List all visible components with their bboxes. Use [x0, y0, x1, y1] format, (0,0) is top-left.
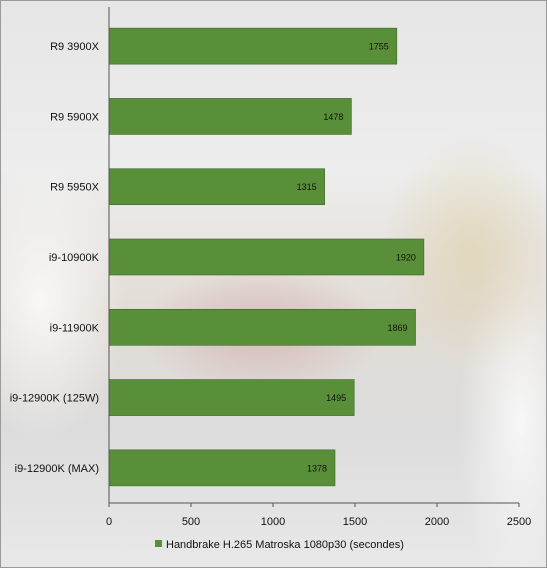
category-label: i9-10900K [49, 252, 100, 264]
x-tick-label: 0 [106, 516, 112, 528]
x-tick-label: 2500 [507, 516, 531, 528]
value-label: 1478 [323, 112, 343, 122]
bar-i9-12900k-125w- [108, 379, 355, 416]
bar-r9-3900x [108, 27, 398, 65]
value-label: 1378 [307, 463, 327, 473]
legend-label: Handbrake H.265 Matroska 1080p30 (second… [166, 539, 404, 551]
x-tick-label: 1000 [261, 516, 285, 528]
bar-i9-11900k [108, 308, 416, 346]
bar-r9-5900x [108, 98, 352, 135]
bar-i9-12900k-max- [108, 449, 336, 487]
category-label: R9 5900X [50, 111, 100, 123]
category-label: i9-11900K [50, 322, 100, 334]
value-label: 1315 [297, 182, 317, 192]
bar-i9-10900k [108, 238, 425, 276]
value-label: 1755 [369, 42, 389, 52]
legend-swatch [155, 540, 162, 547]
bar-r9-5950x [108, 168, 325, 206]
x-tick-label: 2000 [425, 516, 449, 528]
value-label: 1920 [396, 253, 416, 263]
category-label: R9 5950X [50, 182, 100, 194]
category-label: R9 3900X [50, 41, 100, 53]
value-label: 1869 [387, 323, 407, 333]
category-label: i9-12900K (MAX) [15, 463, 99, 475]
x-tick-label: 500 [182, 516, 200, 528]
value-label: 1495 [326, 393, 346, 403]
category-label: i9-12900K (125W) [10, 393, 99, 405]
x-tick-label: 1500 [343, 516, 367, 528]
